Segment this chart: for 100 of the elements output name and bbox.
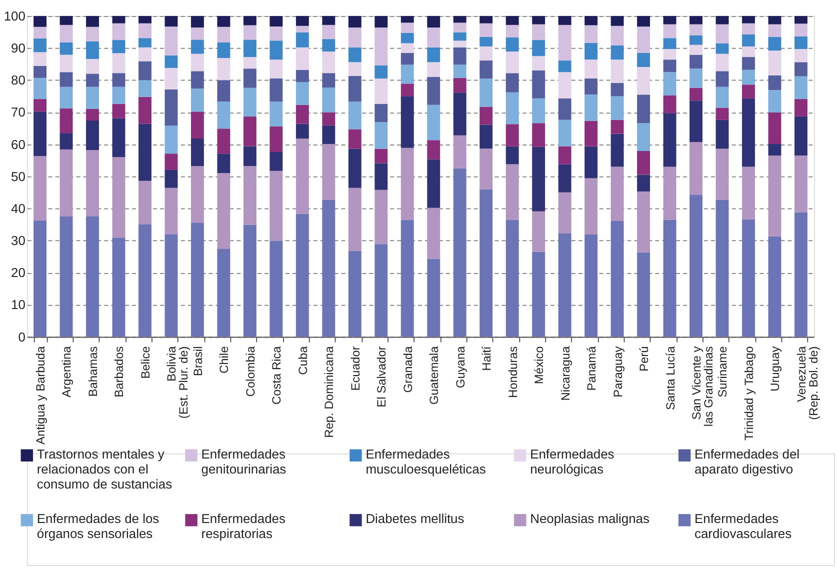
bar xyxy=(374,163,388,190)
bar xyxy=(532,56,546,71)
bar xyxy=(532,146,546,212)
bar xyxy=(716,54,729,72)
x-tick-label: Barbados xyxy=(112,346,126,398)
bar xyxy=(112,157,126,238)
bar xyxy=(243,25,256,40)
y-tick-label: 100 xyxy=(4,8,26,24)
bar xyxy=(480,36,493,46)
bar xyxy=(768,50,782,76)
x-tick-label: Rep. Dominicana xyxy=(322,346,336,438)
bar xyxy=(637,252,650,337)
bar xyxy=(427,28,440,48)
bar xyxy=(584,78,598,95)
bar xyxy=(480,23,493,37)
bar xyxy=(34,99,46,112)
bar xyxy=(453,40,466,48)
bar xyxy=(400,96,414,148)
bar xyxy=(270,170,283,241)
bar xyxy=(190,40,204,54)
bar xyxy=(400,220,414,337)
bar xyxy=(427,258,440,337)
bar xyxy=(86,109,99,121)
bar xyxy=(480,46,493,61)
x-tick-label: Honduras xyxy=(506,346,520,398)
bar xyxy=(506,220,519,337)
bar xyxy=(742,57,755,70)
bar xyxy=(138,96,152,124)
x-tick-label: Trinidad y Tabago xyxy=(742,346,756,441)
bar xyxy=(742,84,755,98)
bar xyxy=(584,25,598,43)
bar xyxy=(558,146,572,164)
x-tick-label: Perú xyxy=(637,346,652,372)
bar xyxy=(558,72,572,98)
bar xyxy=(794,36,808,50)
x-tick-label: Nicaragua xyxy=(558,346,572,401)
bar xyxy=(34,38,46,52)
bar xyxy=(374,104,388,122)
bar xyxy=(480,148,493,190)
bar xyxy=(243,16,256,26)
bar xyxy=(663,16,676,24)
bar xyxy=(610,45,624,60)
bar xyxy=(453,168,466,337)
bar xyxy=(663,72,676,96)
bar xyxy=(453,16,466,23)
bar xyxy=(794,116,808,156)
bar xyxy=(558,233,572,337)
bar xyxy=(86,120,99,150)
y-tick-label: 80 xyxy=(11,72,26,88)
bar xyxy=(506,52,519,74)
bar xyxy=(138,61,152,80)
bar xyxy=(243,166,256,225)
bar xyxy=(217,42,230,58)
x-tick-label: Bahamas xyxy=(86,346,100,397)
bar xyxy=(296,82,309,105)
bar xyxy=(296,32,309,48)
bar xyxy=(243,40,256,58)
bar xyxy=(716,86,729,108)
bar xyxy=(716,24,729,44)
legend-label: Trastornos mentales y relacionados con el consumo de sustancias xyxy=(36,446,172,492)
bar xyxy=(270,60,283,79)
legend-label: Enfermedades de los órganos sensoriales xyxy=(36,511,160,542)
bar xyxy=(716,16,729,24)
bar xyxy=(164,26,178,56)
bar xyxy=(532,16,546,24)
bar xyxy=(427,159,440,208)
bar xyxy=(112,86,126,104)
bar xyxy=(34,220,46,337)
bar xyxy=(86,26,99,42)
bar xyxy=(453,22,466,32)
bar xyxy=(164,68,178,90)
bar xyxy=(190,222,204,337)
bar xyxy=(427,76,440,105)
bar xyxy=(663,166,676,220)
bar xyxy=(217,154,230,174)
bar xyxy=(610,60,624,84)
bar xyxy=(610,166,624,221)
bar xyxy=(217,128,230,154)
x-tick-label: San Vicente y las Granadinas xyxy=(689,346,716,427)
bar xyxy=(112,40,126,54)
bar xyxy=(558,98,572,120)
y-tick-label: 50 xyxy=(11,168,26,184)
bar xyxy=(296,124,309,139)
bar xyxy=(506,124,519,146)
bar xyxy=(296,26,309,32)
bar xyxy=(322,39,336,52)
bar xyxy=(374,65,388,79)
x-tick-label: Santa Lucía xyxy=(663,346,678,410)
bar xyxy=(190,166,204,223)
bar xyxy=(532,70,546,98)
bar xyxy=(768,24,782,37)
bar xyxy=(322,88,336,112)
bar xyxy=(243,116,256,146)
bar xyxy=(610,120,624,134)
bar xyxy=(584,146,598,178)
bar xyxy=(86,216,99,337)
bar xyxy=(610,220,624,337)
bar xyxy=(217,102,230,129)
bar xyxy=(34,26,46,38)
legend-label: Enfermedades cardiovasculares xyxy=(694,511,792,542)
